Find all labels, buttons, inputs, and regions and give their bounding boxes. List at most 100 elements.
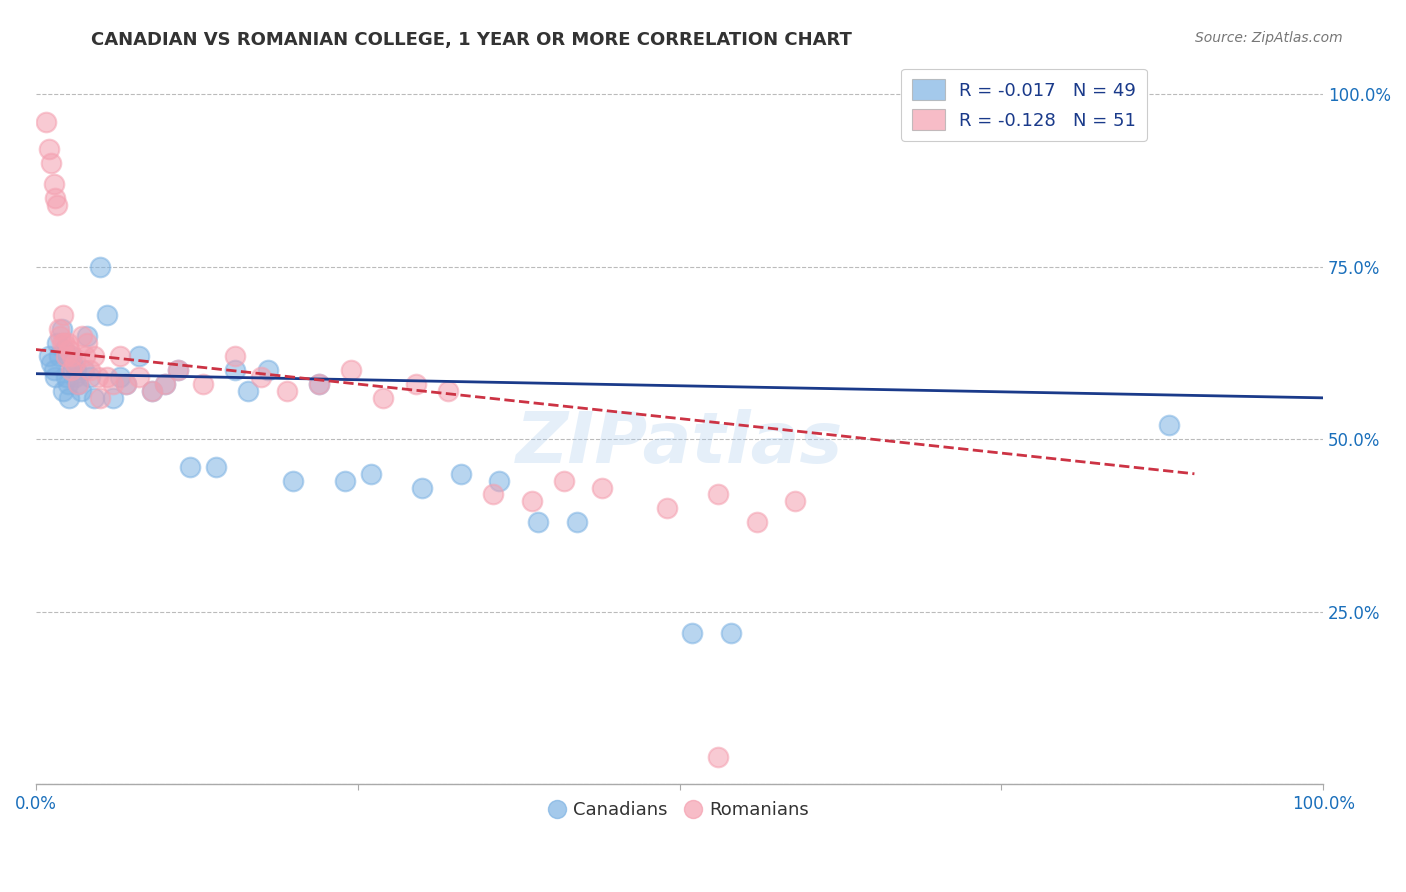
Point	[70, 384, 93, 398]
Point	[83, 391, 105, 405]
Point	[58, 391, 80, 405]
Point	[79, 363, 101, 377]
Point	[141, 384, 163, 398]
Point	[96, 308, 118, 322]
Point	[42, 177, 65, 191]
Point	[224, 363, 246, 377]
Point	[785, 494, 807, 508]
Text: CANADIAN VS ROMANIAN COLLEGE, 1 YEAR OR MORE CORRELATION CHART: CANADIAN VS ROMANIAN COLLEGE, 1 YEAR OR …	[91, 31, 852, 49]
Point	[655, 501, 678, 516]
Point	[45, 197, 67, 211]
Point	[101, 391, 124, 405]
Point	[553, 474, 575, 488]
Point	[527, 515, 550, 529]
Point	[591, 481, 613, 495]
Point	[48, 322, 70, 336]
Point	[72, 328, 94, 343]
Point	[166, 363, 188, 377]
Point	[44, 370, 66, 384]
Point	[35, 114, 58, 128]
Point	[276, 384, 298, 398]
Point	[58, 343, 80, 357]
Point	[59, 363, 82, 377]
Point	[76, 335, 98, 350]
Point	[108, 370, 131, 384]
Point	[101, 377, 124, 392]
Point	[59, 350, 82, 364]
Point	[720, 625, 742, 640]
Point	[38, 142, 60, 156]
Point	[72, 363, 94, 377]
Point	[60, 350, 83, 364]
Point	[53, 335, 76, 350]
Point	[128, 370, 150, 384]
Point	[308, 377, 330, 392]
Point	[283, 474, 305, 488]
Point	[63, 356, 86, 370]
Point	[56, 335, 79, 350]
Point	[707, 487, 730, 501]
Point	[520, 494, 543, 508]
Point	[250, 370, 273, 384]
Point	[360, 467, 382, 481]
Point	[193, 377, 215, 392]
Point	[238, 384, 260, 398]
Point	[52, 308, 75, 322]
Point	[707, 749, 730, 764]
Point	[87, 370, 110, 384]
Point	[153, 377, 176, 392]
Text: ZIPatlas: ZIPatlas	[516, 409, 844, 478]
Point	[51, 322, 73, 336]
Point	[488, 474, 510, 488]
Point	[52, 384, 75, 398]
Point	[65, 363, 87, 377]
Point	[67, 377, 90, 392]
Point	[482, 487, 505, 501]
Point	[340, 363, 363, 377]
Point	[108, 350, 131, 364]
Point	[48, 350, 70, 364]
Point	[67, 377, 90, 392]
Point	[1157, 418, 1180, 433]
Point	[179, 459, 201, 474]
Point	[89, 391, 111, 405]
Point	[450, 467, 472, 481]
Point	[153, 377, 176, 392]
Point	[44, 191, 66, 205]
Point	[41, 156, 63, 170]
Point	[115, 377, 138, 392]
Point	[60, 356, 83, 370]
Point	[89, 260, 111, 274]
Point	[745, 515, 768, 529]
Point	[76, 328, 98, 343]
Point	[42, 363, 65, 377]
Point	[63, 370, 86, 384]
Text: Source: ZipAtlas.com: Source: ZipAtlas.com	[1195, 31, 1343, 45]
Point	[41, 356, 63, 370]
Point	[166, 363, 188, 377]
Point	[83, 350, 105, 364]
Point	[565, 515, 588, 529]
Point	[45, 335, 67, 350]
Point	[79, 370, 101, 384]
Point	[681, 625, 703, 640]
Point	[373, 391, 395, 405]
Point	[256, 363, 278, 377]
Point	[405, 377, 427, 392]
Point	[73, 350, 96, 364]
Point	[411, 481, 433, 495]
Point	[51, 335, 73, 350]
Point	[38, 350, 60, 364]
Point	[308, 377, 330, 392]
Point	[53, 343, 76, 357]
Point	[55, 370, 77, 384]
Point	[49, 328, 72, 343]
Point	[224, 350, 246, 364]
Legend: Canadians, Romanians: Canadians, Romanians	[543, 794, 817, 826]
Point	[333, 474, 356, 488]
Point	[115, 377, 138, 392]
Point	[56, 377, 79, 392]
Point	[128, 350, 150, 364]
Point	[96, 370, 118, 384]
Point	[141, 384, 163, 398]
